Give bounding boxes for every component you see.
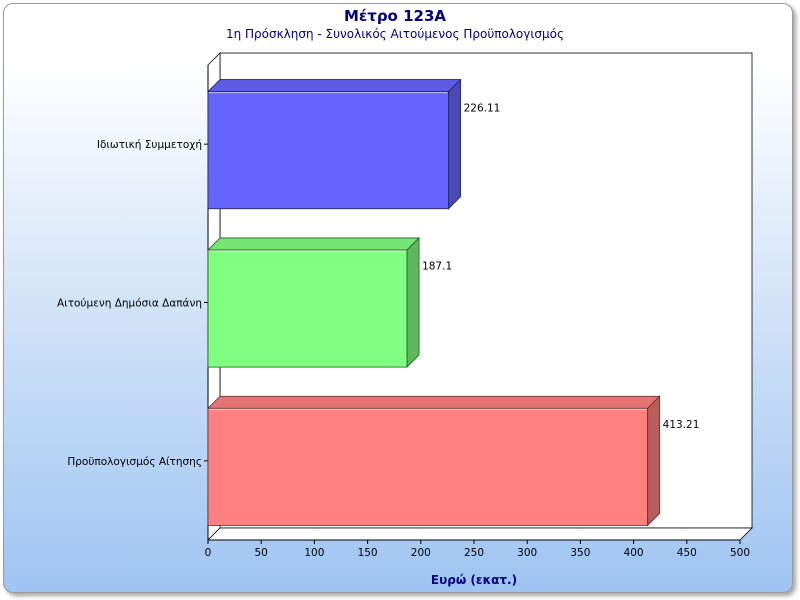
x-tick-label: 500 xyxy=(730,547,750,559)
category-label: Προϋπολογισμός Αίτησης xyxy=(67,456,202,468)
chart-subtitle: 1η Πρόσκληση - Συνολικός Αιτούμενος Προϋ… xyxy=(226,27,564,41)
bar-side xyxy=(647,395,661,527)
x-tick-label: 400 xyxy=(624,547,644,559)
bar-side xyxy=(448,78,461,210)
bar-front xyxy=(207,249,408,368)
data-label: 226.11 xyxy=(464,102,501,114)
x-tick-label: 450 xyxy=(677,547,697,559)
x-tick-label: 150 xyxy=(358,547,378,559)
x-tick-label: 100 xyxy=(304,547,324,559)
x-tick-label: 50 xyxy=(255,547,268,559)
data-label: 187.1 xyxy=(422,261,452,273)
bar-top xyxy=(207,395,661,409)
x-tick-label: 250 xyxy=(464,547,484,559)
data-label: 413.21 xyxy=(663,419,700,431)
bar-top xyxy=(207,237,421,251)
bar-side xyxy=(406,236,420,369)
x-tick-label: 300 xyxy=(517,547,537,559)
plot-floor xyxy=(207,527,753,541)
category-label: Ιδιωτική Συμμετοχή xyxy=(97,139,202,151)
x-axis-title: Ευρώ (εκατ.) xyxy=(431,573,517,587)
x-tick-label: 350 xyxy=(570,547,590,559)
bar-front xyxy=(207,91,449,210)
bars xyxy=(207,78,661,527)
bar-top xyxy=(207,79,462,92)
chart-title: Μέτρο 123Α xyxy=(344,7,446,25)
category-label: Αιτούμενη Δημόσια Δαπάνη xyxy=(57,298,202,310)
x-tick-label: 0 xyxy=(205,547,212,559)
x-tick-label: 200 xyxy=(411,547,431,559)
bar-front xyxy=(207,407,649,526)
labels: 0 50 100 150 200 250 300 350 400 450 500 Ιδιωτική Σ… xyxy=(57,102,750,559)
